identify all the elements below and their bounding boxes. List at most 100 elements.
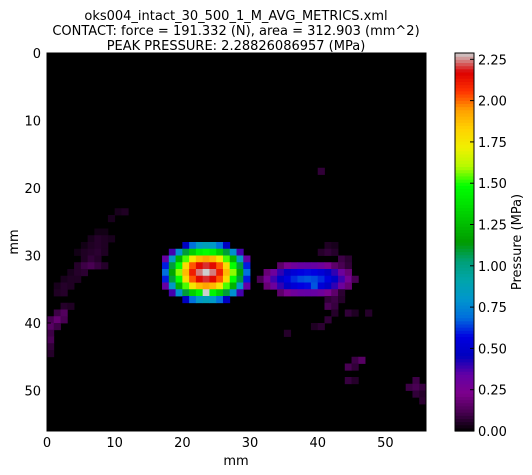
heatmap-cell bbox=[277, 275, 285, 283]
heatmap-cell bbox=[195, 248, 204, 256]
heatmap-cell bbox=[317, 248, 325, 256]
heatmap-cell bbox=[338, 296, 346, 304]
heatmap-cell bbox=[195, 242, 204, 250]
heatmap-cell bbox=[182, 262, 190, 270]
heatmap-cell bbox=[168, 248, 176, 256]
colorbar-segment bbox=[455, 122, 474, 127]
heatmap-cell bbox=[162, 255, 170, 263]
heatmap-cell bbox=[202, 282, 210, 290]
heatmap-cell bbox=[419, 390, 427, 398]
colorbar-segment bbox=[455, 390, 474, 394]
heatmap-cell bbox=[80, 269, 89, 277]
colorbar-segment bbox=[455, 138, 474, 142]
heatmap-cell bbox=[283, 269, 292, 277]
colorbar-segment bbox=[455, 352, 474, 356]
colorbar-segment bbox=[455, 229, 474, 234]
heatmap-cell bbox=[47, 350, 55, 358]
heatmap-cell bbox=[195, 269, 204, 277]
heatmap-cell bbox=[162, 262, 170, 270]
colorbar-segment bbox=[455, 179, 474, 183]
heatmap-cell bbox=[60, 275, 68, 283]
heatmap-cell bbox=[338, 289, 346, 297]
heatmap-cell bbox=[324, 248, 332, 256]
heatmap-cell bbox=[243, 282, 251, 290]
heatmap-cell bbox=[338, 262, 346, 270]
heatmap-cell bbox=[338, 275, 346, 283]
heatmap-cell bbox=[236, 269, 244, 277]
heatmap-cell bbox=[67, 282, 75, 290]
heatmap-cell bbox=[331, 296, 339, 304]
colorbar-segment bbox=[455, 197, 474, 202]
colorbar-tick-label: 0.50 bbox=[478, 342, 507, 357]
colorbar-segment bbox=[455, 90, 474, 95]
x-tick-label: 0 bbox=[43, 436, 51, 451]
x-tick-label: 50 bbox=[377, 436, 394, 451]
heatmap-cell bbox=[338, 255, 346, 263]
heatmap-cell bbox=[290, 275, 298, 283]
heatmap-cell bbox=[175, 269, 183, 277]
colorbar-segment bbox=[455, 125, 474, 130]
heatmap-cell bbox=[53, 309, 61, 317]
heatmap-cell bbox=[168, 269, 176, 277]
colorbar-segment bbox=[455, 396, 474, 401]
colorbar-segment bbox=[455, 226, 474, 230]
heatmap-cell bbox=[168, 262, 176, 270]
heatmap-cell bbox=[351, 309, 359, 317]
colorbar-segment bbox=[455, 276, 474, 281]
heatmap-cell bbox=[283, 282, 292, 290]
heatmap-cell bbox=[101, 248, 109, 256]
heatmap-cell bbox=[182, 248, 190, 256]
colorbar-segment bbox=[455, 71, 474, 76]
heatmap-cell bbox=[216, 262, 224, 270]
colorbar-segment bbox=[455, 141, 474, 145]
heatmap-cell bbox=[344, 282, 352, 290]
colorbar-segment bbox=[455, 238, 474, 243]
heatmap-cell bbox=[310, 262, 319, 270]
heatmap-cell bbox=[229, 289, 237, 297]
heatmap-cell bbox=[202, 242, 210, 250]
heatmap-cell bbox=[331, 275, 339, 283]
colorbar-segment bbox=[455, 68, 474, 73]
heatmap-cell bbox=[263, 282, 271, 290]
chart-title-line-1: oks004_intact_30_500_1_M_AVG_METRICS.xml bbox=[84, 9, 387, 24]
heatmap-cell bbox=[297, 282, 305, 290]
colorbar-segment bbox=[455, 109, 474, 114]
heatmap-cell bbox=[351, 377, 359, 385]
heatmap-cell bbox=[209, 296, 217, 304]
colorbar-segment bbox=[455, 84, 474, 89]
colorbar-tick-label: 0.75 bbox=[478, 301, 507, 316]
heatmap-cell bbox=[304, 262, 312, 270]
colorbar bbox=[454, 52, 475, 432]
heatmap-cell bbox=[310, 269, 319, 277]
colorbar-segment bbox=[455, 311, 474, 316]
heatmap-cell bbox=[243, 269, 251, 277]
x-tick-label: 10 bbox=[106, 436, 123, 451]
heatmap-cell bbox=[60, 316, 68, 324]
heatmap-cell bbox=[270, 269, 278, 277]
heatmap-cell bbox=[94, 248, 102, 256]
colorbar-segment bbox=[455, 216, 474, 221]
colorbar-segment bbox=[455, 150, 474, 155]
colorbar-segment bbox=[455, 317, 474, 322]
heatmap-cell bbox=[168, 275, 176, 283]
heatmap-cell bbox=[405, 383, 413, 391]
colorbar-segment bbox=[455, 172, 474, 177]
heatmap-cell bbox=[222, 289, 231, 297]
colorbar-segment bbox=[455, 53, 474, 57]
colorbar-segment bbox=[455, 421, 474, 426]
heatmap-cell bbox=[162, 282, 170, 290]
heatmap-cell bbox=[216, 255, 224, 263]
heatmap-cell bbox=[263, 275, 271, 283]
heatmap-cell bbox=[202, 296, 210, 304]
colorbar-segment bbox=[455, 361, 474, 366]
heatmap-cell bbox=[175, 255, 183, 263]
heatmap-cells bbox=[46, 52, 427, 432]
heatmap-cell bbox=[310, 282, 319, 290]
heatmap-cell bbox=[202, 255, 210, 263]
heatmap-cell bbox=[87, 262, 95, 270]
heatmap-cell bbox=[283, 289, 292, 297]
heatmap-cell bbox=[202, 248, 210, 256]
colorbar-segment bbox=[455, 345, 474, 350]
colorbar-segment bbox=[455, 128, 474, 133]
